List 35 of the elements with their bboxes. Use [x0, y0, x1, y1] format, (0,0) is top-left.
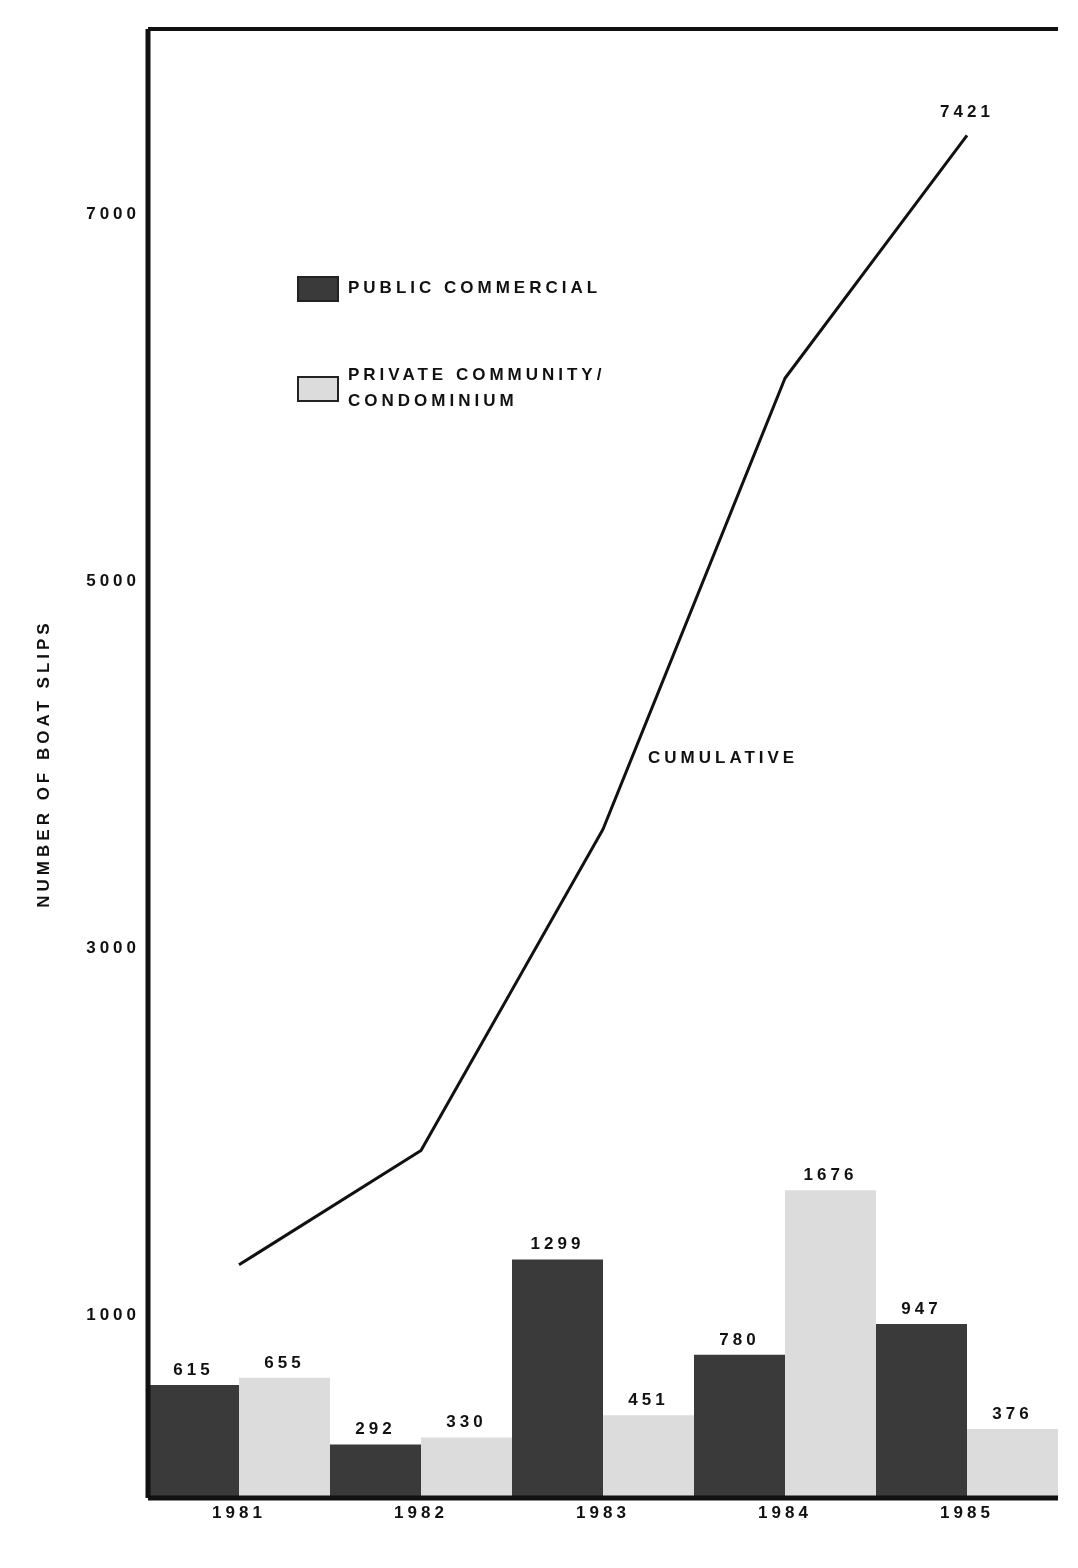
x-tick-label: 1981	[212, 1503, 266, 1523]
bar	[876, 1324, 967, 1498]
data-label: 451	[628, 1390, 669, 1410]
x-tick-label: 1982	[394, 1503, 448, 1523]
y-tick-label: 1000	[86, 1305, 140, 1325]
data-label: 7421	[940, 102, 994, 122]
bar	[512, 1259, 603, 1498]
bar	[421, 1437, 512, 1498]
y-tick-label: 5000	[86, 570, 140, 590]
series-label: CUMULATIVE	[648, 748, 799, 768]
bar	[330, 1444, 421, 1498]
bar	[239, 1377, 330, 1498]
data-label: 376	[992, 1403, 1033, 1423]
data-label: 330	[446, 1412, 487, 1432]
bar	[785, 1190, 876, 1498]
line-series	[237, 133, 969, 1267]
y-axis-title: NUMBER OF BOAT SLIPS	[34, 619, 54, 908]
y-tick-label: 7000	[86, 203, 140, 223]
data-label: 655	[264, 1352, 305, 1372]
data-label: 1299	[530, 1234, 585, 1254]
data-label: 780	[719, 1329, 760, 1349]
bar	[694, 1354, 785, 1498]
x-tick-label: 1983	[576, 1503, 630, 1523]
x-tick-label: 1984	[758, 1503, 812, 1523]
data-label: 947	[901, 1299, 942, 1319]
legend-label: PUBLIC COMMERCIAL	[348, 278, 602, 298]
legend-label: PRIVATE COMMUNITY/ CONDOMINIUM	[348, 365, 606, 411]
data-label: 615	[173, 1360, 214, 1380]
bar	[148, 1385, 239, 1498]
bar	[603, 1415, 694, 1498]
y-tick-label: 3000	[86, 938, 140, 958]
data-label: 292	[355, 1419, 396, 1439]
bar	[967, 1428, 1058, 1498]
data-label: 1676	[803, 1165, 858, 1185]
x-tick-label: 1985	[940, 1503, 994, 1523]
